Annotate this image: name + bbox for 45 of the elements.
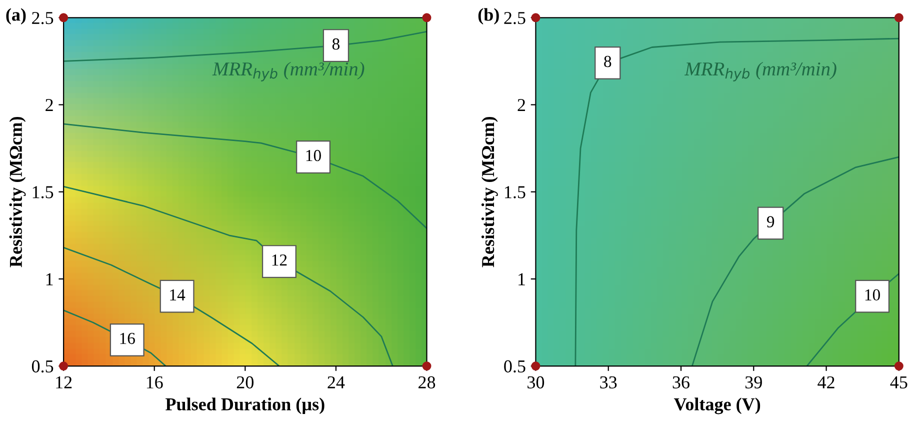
x-tick-label: 36: [672, 376, 690, 388]
x-tick-label: 30: [528, 376, 544, 388]
series-label: 16: [120, 332, 135, 344]
x-tick-label: 16: [146, 376, 163, 388]
line-series: [64, 186, 394, 366]
series-label: 14: [170, 289, 186, 300]
y-tick-label: 1: [518, 273, 525, 286]
x-tick-label: 42: [818, 376, 834, 388]
y-tick-label: 2.5: [32, 12, 54, 24]
chart-title: (b): [478, 8, 499, 24]
x-tick-label: 45: [890, 376, 908, 388]
y-tick-label: 2: [46, 99, 53, 111]
point: [894, 13, 904, 22]
series-label: 10: [865, 289, 880, 301]
point: [422, 13, 432, 22]
x-tick-label: 24: [328, 376, 345, 388]
line-series: [806, 273, 899, 366]
y-axis-title: Resistivity (MΩcm): [481, 116, 498, 268]
x-tick-label: 28: [418, 376, 436, 388]
series-label: 9: [766, 216, 774, 228]
x-tick-label: 33: [600, 376, 617, 388]
y-tick-label: 2.5: [504, 12, 526, 24]
y-axis-title: Resistivity (MΩcm): [9, 116, 26, 268]
series-label: 8: [332, 38, 340, 50]
y-tick-label: 0.5: [32, 360, 54, 373]
x-axis-title: Pulsed Duration (µs): [166, 398, 324, 414]
x-tick-label: 39: [745, 376, 762, 388]
series-label: 8: [604, 56, 612, 68]
annotation: MRR$_{hyb}$ (mm³/min): [684, 62, 836, 82]
x-tick-label: 20: [236, 376, 254, 388]
x-axis-title: Voltage (V): [674, 398, 760, 414]
line-series: [691, 156, 899, 366]
y-tick-label: 1: [46, 273, 53, 286]
y-tick-label: 1.5: [505, 186, 526, 198]
x-tick-label: 12: [56, 376, 72, 388]
line-series: [64, 310, 166, 366]
y-tick-label: 0.5: [504, 360, 526, 373]
series-label: 10: [306, 150, 321, 162]
line-series: [64, 123, 427, 230]
chart-title: (a): [6, 8, 26, 24]
y-tick-label: 1.5: [32, 186, 54, 198]
line-series: [574, 38, 899, 366]
y-tick-label: 2: [518, 99, 525, 111]
annotation: MRR$_{hyb}$ (mm³/min): [212, 62, 364, 82]
series-label: 12: [272, 254, 287, 266]
